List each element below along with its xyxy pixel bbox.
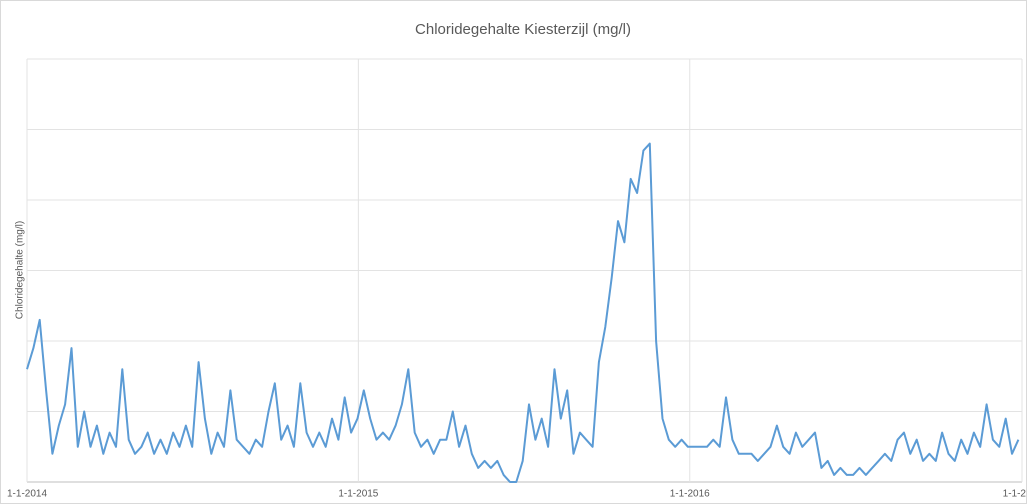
x-tick-label: 1-1-2: [1003, 489, 1027, 500]
x-tick-label: 1-1-2016: [670, 489, 710, 500]
x-tick-label: 1-1-2014: [7, 489, 47, 500]
y-axis-label: Chloridegehalte (mg/l): [15, 221, 26, 319]
chart-title: Chloridegehalte Kiesterzijl (mg/l): [415, 21, 631, 38]
x-tick-label: 1-1-2015: [338, 489, 378, 500]
data-line: [26, 142, 1020, 483]
